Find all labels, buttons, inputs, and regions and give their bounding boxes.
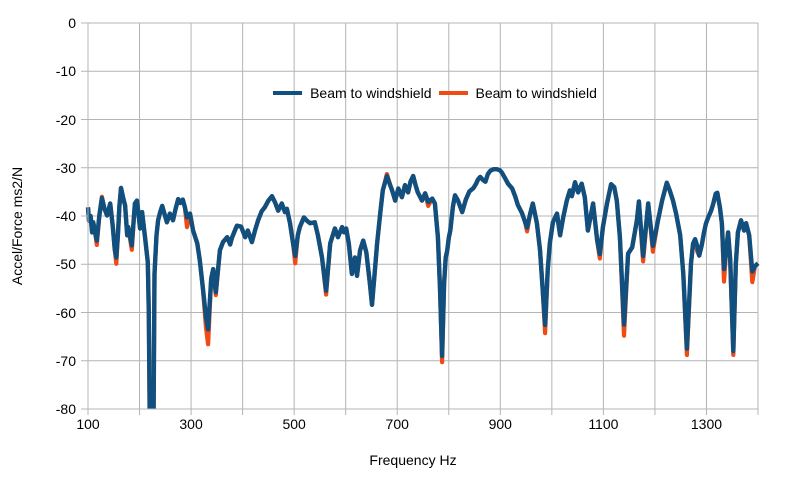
x-tick-label: 500: [282, 416, 306, 432]
y-tick-label: -20: [55, 111, 76, 128]
y-tick-label: -50: [55, 256, 76, 273]
y-tick-label: -70: [55, 352, 76, 369]
x-tick-label: 900: [488, 416, 512, 432]
y-tick-label: -60: [55, 304, 76, 321]
series-line-2: [85, 167, 760, 409]
legend-label: Beam to windshield: [475, 85, 597, 101]
x-tick-label: 700: [385, 416, 409, 432]
y-tick-label: -40: [55, 208, 76, 224]
y-tick-label: -10: [55, 63, 76, 80]
legend-label: Beam to windshield: [310, 85, 432, 101]
x-tick-label: 1300: [690, 416, 723, 432]
x-axis-title: Frequency Hz: [369, 452, 457, 468]
y-tick-label: -30: [55, 159, 76, 176]
series-line-1: [85, 166, 760, 409]
legend-item-1: Beam to windshield: [273, 85, 432, 101]
y-tick-label: -80: [55, 401, 76, 417]
legend: Beam to windshield Beam to windshield: [100, 85, 770, 101]
x-tick-label: 300: [179, 416, 203, 432]
legend-line-sample: [273, 91, 303, 95]
x-tick-label: 1100: [588, 416, 619, 432]
x-tick-label: 100: [76, 416, 100, 432]
legend-line-sample: [438, 91, 468, 95]
y-tick-label: 0: [68, 15, 76, 31]
legend-item-2: Beam to windshield: [438, 85, 597, 101]
